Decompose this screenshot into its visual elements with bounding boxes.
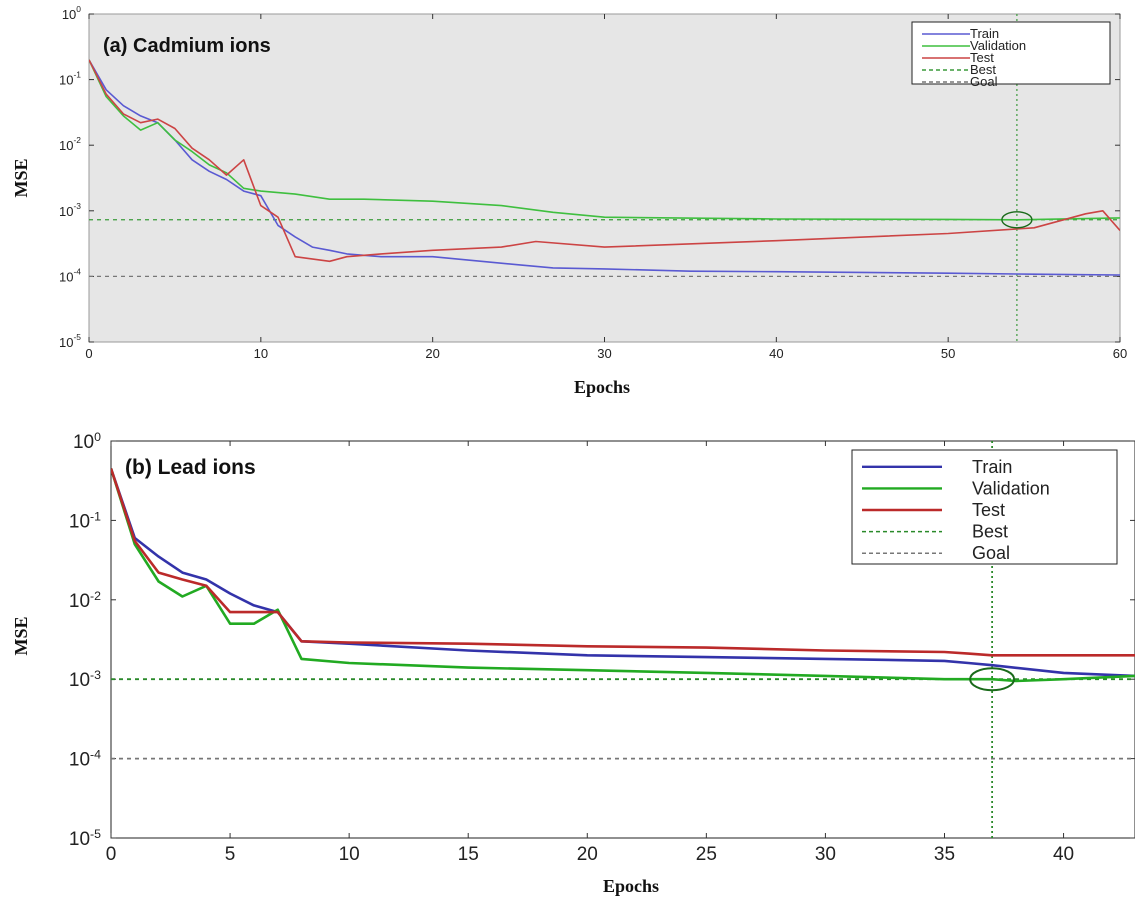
- y-tick-label: 10-3: [59, 201, 81, 219]
- panel-label: (b) Lead ions: [125, 456, 256, 479]
- y-tick-label: 10-5: [69, 827, 101, 850]
- chart-panel-1: 0 5 10 15 20 25 30 35 40 10-5 10-4 10-3 10-2 10-1 100 (…: [0, 400, 1135, 898]
- legend-label: Test: [972, 500, 1005, 520]
- legend-label: Validation: [970, 38, 1026, 53]
- best-marker-circle: [969, 667, 1016, 692]
- best-marker-circle: [1001, 211, 1033, 229]
- legend-label: Goal: [970, 74, 998, 89]
- x-axis-title: Epochs: [603, 876, 659, 896]
- series-line-test: [89, 59, 1120, 263]
- y-tick-label: 10-5: [59, 332, 81, 350]
- y-tick-label: 10-3: [69, 668, 101, 691]
- y-tick-label: 10-1: [69, 509, 101, 532]
- x-tick-label: 40: [769, 346, 783, 361]
- x-tick-label: 20: [577, 844, 598, 865]
- y-tick-label: 100: [62, 4, 81, 22]
- x-tick-label: 10: [339, 844, 360, 865]
- y-tick-label: 100: [73, 430, 101, 453]
- x-tick-label: 5: [225, 844, 236, 865]
- x-tick-label: 30: [815, 844, 836, 865]
- x-tick-label: 0: [106, 844, 117, 865]
- series-line-validation: [89, 59, 1120, 221]
- x-tick-label: 40: [1053, 844, 1074, 865]
- legend-label: Best: [970, 62, 996, 77]
- x-tick-label: 30: [597, 346, 611, 361]
- legend-label: Test: [970, 50, 994, 65]
- legend-box: [851, 449, 1118, 565]
- legend-label: Train: [972, 457, 1012, 477]
- x-tick-label: 20: [425, 346, 439, 361]
- legend-label: Best: [972, 522, 1008, 542]
- legend-label: Train: [970, 26, 999, 41]
- x-tick-label: 25: [696, 844, 717, 865]
- y-tick-label: 10-1: [59, 70, 81, 88]
- x-tick-label: 50: [941, 346, 955, 361]
- x-tick-label: 35: [934, 844, 955, 865]
- x-tick-label: 10: [254, 346, 268, 361]
- legend-label: Validation: [972, 478, 1050, 498]
- series-line-validation: [111, 468, 1135, 683]
- x-tick-label: 60: [1113, 346, 1127, 361]
- y-tick-label: 10-4: [69, 748, 101, 771]
- legend-box: [911, 21, 1111, 85]
- chart-panel-0: 0 10 20 30 40 50 60 10-5 10-4 10-3 10-2 10-1 100 (a) …: [0, 0, 1135, 400]
- panel-label: (a) Cadmium ions: [103, 35, 271, 57]
- y-axis-title: MSE: [11, 158, 31, 197]
- y-tick-label: 10-4: [59, 266, 81, 284]
- series-line-test: [111, 468, 1135, 657]
- x-tick-label: 15: [458, 844, 479, 865]
- y-tick-label: 10-2: [59, 135, 81, 153]
- x-tick-label: 0: [85, 346, 92, 361]
- y-tick-label: 10-2: [69, 589, 101, 612]
- y-axis-title: MSE: [11, 616, 31, 655]
- legend-label: Goal: [972, 543, 1010, 563]
- x-axis-title: Epochs: [574, 377, 630, 397]
